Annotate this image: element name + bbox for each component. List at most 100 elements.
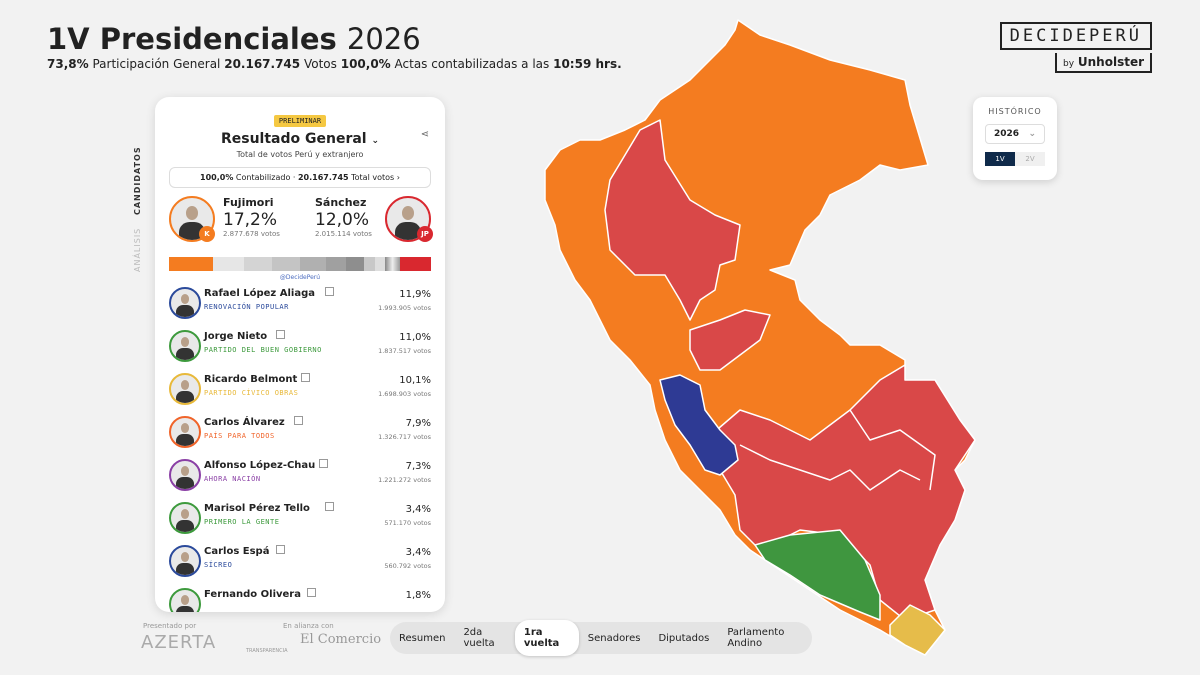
candidate-pct: 7,3% bbox=[405, 461, 431, 472]
candidate-pct: 10,1% bbox=[399, 375, 431, 386]
candidate-row[interactable]: Fernando Olivera 1,8% bbox=[155, 586, 445, 612]
leader-pct: 12,0% bbox=[315, 210, 370, 230]
nav-tab[interactable]: Parlamento Andino bbox=[727, 627, 785, 649]
info-icon bbox=[300, 373, 310, 382]
leader-info: Sánchez 12,0% 2.015.114 votos bbox=[315, 196, 372, 238]
credit: @DecidePerú bbox=[279, 274, 321, 281]
candidate-row[interactable]: Ricardo Belmont PARTIDO CÍVICO OBRAS 10,1%… bbox=[155, 371, 445, 414]
stat-value: 10:59 hrs. bbox=[553, 57, 622, 71]
avatar-head bbox=[185, 205, 199, 220]
party-name: PAÍS PARA TODOS bbox=[204, 432, 275, 440]
historico-title: HISTÓRICO bbox=[988, 107, 1042, 116]
avatar-head bbox=[180, 380, 190, 390]
avatar-body bbox=[176, 305, 194, 317]
total-votes: 20.167.745 bbox=[297, 173, 349, 182]
candidate-pct: 3,4% bbox=[405, 504, 431, 515]
nav-tab[interactable]: Senadores bbox=[587, 632, 641, 644]
party-name: SÍCREO bbox=[204, 561, 233, 569]
region[interactable] bbox=[889, 604, 946, 656]
nav-tab[interactable]: 1ra vuelta bbox=[514, 620, 579, 656]
round-option[interactable]: 1V bbox=[985, 152, 1015, 166]
candidate-name: Alfonso López-Chau bbox=[204, 460, 316, 471]
candidate-votes: 1.698.903 votos bbox=[378, 390, 431, 398]
leader-votes: 2.015.114 votos bbox=[315, 230, 372, 238]
year-select[interactable]: 2026 ⌄ bbox=[985, 124, 1045, 144]
party-name: AHORA NACIÓN bbox=[204, 475, 261, 483]
avatar-head bbox=[180, 294, 190, 304]
stat-value: 100,0% bbox=[340, 57, 391, 71]
candidate-name: Marisol Pérez Tello bbox=[204, 503, 310, 514]
party-name: PARTIDO DEL BUEN GOBIERNO bbox=[204, 346, 322, 354]
title-year: 2026 bbox=[346, 22, 421, 56]
title-text: 1V Presidenciales bbox=[47, 22, 337, 56]
leader-name[interactable]: Sánchez bbox=[315, 196, 367, 209]
side-tab[interactable]: ANÁLISIS bbox=[133, 227, 142, 272]
avatar-head bbox=[180, 509, 190, 519]
avatar bbox=[169, 416, 201, 448]
panel-subtitle: Total de votos Perú y extranjero bbox=[236, 150, 364, 159]
avatar bbox=[169, 373, 201, 405]
region-border bbox=[849, 409, 936, 491]
info-icon bbox=[306, 588, 316, 597]
candidate-pct: 7,9% bbox=[405, 418, 431, 429]
region[interactable] bbox=[754, 529, 881, 621]
round-option[interactable]: 2V bbox=[1015, 152, 1045, 166]
candidate-row[interactable]: Carlos Espá SÍCREO 3,4% 560.792 votos bbox=[155, 543, 445, 586]
region-border bbox=[739, 444, 921, 491]
candidate-row[interactable]: Jorge Nieto PARTIDO DEL BUEN GOBIERNO 11,0… bbox=[155, 328, 445, 371]
region[interactable] bbox=[689, 309, 771, 371]
nav-tab[interactable]: Resumen bbox=[399, 632, 446, 644]
peru-map bbox=[544, 19, 976, 656]
info-icon bbox=[276, 330, 286, 339]
candidate-votes: 1.837.517 votos bbox=[378, 347, 431, 355]
leader-votes: 2.877.678 votos bbox=[223, 230, 280, 238]
candidate-pct: 3,4% bbox=[405, 547, 431, 558]
info-icon bbox=[294, 416, 304, 425]
region[interactable] bbox=[659, 374, 739, 476]
avatar bbox=[169, 459, 201, 491]
avatar-body bbox=[176, 520, 194, 532]
panel-title[interactable]: Resultado General bbox=[220, 131, 367, 147]
sponsor-logo[interactable]: AZERTA bbox=[141, 632, 217, 653]
partner-logo[interactable]: El Comercio bbox=[300, 632, 382, 647]
footer-label: Presentado por bbox=[143, 622, 197, 630]
share-icon[interactable]: ⋖ bbox=[420, 129, 429, 140]
candidate-name: Carlos Espá bbox=[204, 546, 270, 557]
avatar-body bbox=[176, 606, 194, 612]
leaders: K Fujimori 17,2% 2.877.678 votos JP Sánchez 12… bbox=[155, 196, 445, 254]
info-icon bbox=[324, 502, 334, 511]
page-title: 1V Presidenciales 2026 bbox=[47, 22, 421, 56]
stat-label: Participación General bbox=[92, 57, 221, 71]
candidate-votes: 1.221.272 votos bbox=[378, 476, 431, 484]
candidate-pct: 1,8% bbox=[405, 590, 431, 601]
candidate-row[interactable]: Marisol Pérez Tello PRIMERO LA GENTE 3,4% 5… bbox=[155, 500, 445, 543]
candidate-row[interactable]: Carlos Álvarez PAÍS PARA TODOS 7,9% 1.326.7… bbox=[155, 414, 445, 457]
leader-name[interactable]: Fujimori bbox=[223, 196, 274, 209]
brand-company-box: by Unholster bbox=[1055, 53, 1152, 73]
candidate-row[interactable]: Rafael López Aliaga RENOVACIÓN POPULAR 11,… bbox=[155, 285, 445, 328]
avatar-body bbox=[176, 563, 194, 575]
candidate-votes: 1.326.717 votos bbox=[378, 433, 431, 441]
nav-tab[interactable]: 2da vuelta bbox=[463, 627, 495, 649]
avatar bbox=[169, 330, 201, 362]
brand-logo[interactable]: DECIDEPERÚ by Unholster bbox=[999, 22, 1152, 73]
footer-label: En alianza con bbox=[283, 622, 334, 630]
candidate-pct: 11,0% bbox=[399, 332, 431, 343]
candidate-name: Rafael López Aliaga bbox=[204, 288, 315, 299]
avatar bbox=[169, 588, 201, 612]
partner-logo[interactable]: TRANSPARENCIA bbox=[246, 648, 288, 654]
nav-tab[interactable]: Diputados bbox=[658, 632, 710, 644]
brand-by: by bbox=[1063, 59, 1075, 69]
vote-bar bbox=[169, 257, 432, 271]
party-name: PARTIDO CÍVICO OBRAS bbox=[204, 389, 299, 397]
candidate-name: Ricardo Belmont bbox=[204, 374, 298, 385]
candidate-pct: 11,9% bbox=[399, 289, 431, 300]
region[interactable] bbox=[604, 119, 741, 321]
count-box[interactable]: 100,0% Contabilizado · 20.167.745 Total … bbox=[169, 167, 431, 188]
nav-bar: Resumen 2da vuelta 1ra vuelta Senadores Dipu… bbox=[390, 620, 812, 656]
avatar-body bbox=[176, 434, 194, 446]
side-tab[interactable]: CANDIDATOS bbox=[133, 146, 142, 215]
stat-value: 20.167.745 bbox=[224, 57, 301, 71]
badge: PRELIMINAR bbox=[273, 115, 327, 127]
candidate-row[interactable]: Alfonso López-Chau AHORA NACIÓN 7,3% 1.221.… bbox=[155, 457, 445, 500]
